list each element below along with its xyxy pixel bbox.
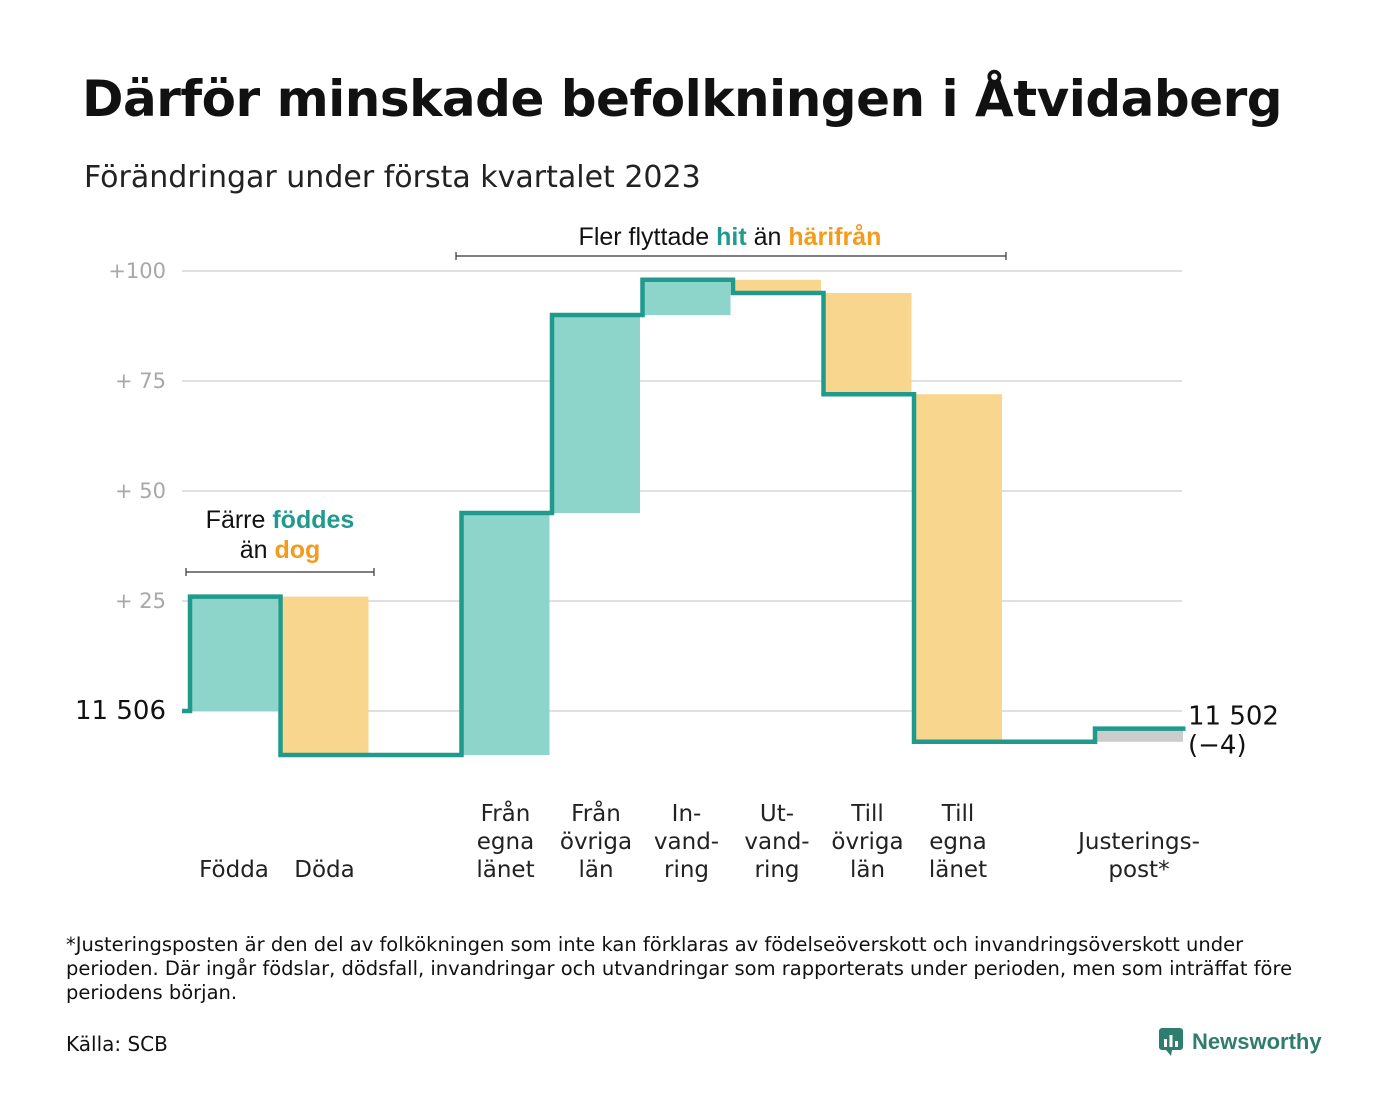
category-label: vand- — [744, 829, 809, 855]
category-label: län — [850, 857, 885, 883]
category-label: Från — [571, 799, 621, 827]
bar-decrease — [914, 394, 1002, 742]
bar-decrease — [823, 293, 912, 395]
category-label: egna — [477, 829, 534, 855]
y-tick-label: + 75 — [115, 369, 166, 393]
category-labels: Födda DödaFrånegnalänetFrånövrigalänIn-va… — [199, 799, 1200, 883]
step-line-path — [182, 277, 1186, 758]
category-label: länet — [476, 857, 534, 883]
step-line — [182, 277, 1186, 758]
annotation-births-deaths: Färre föddes än dog — [185, 506, 375, 576]
annotation-births-line1: Färre föddes — [206, 506, 355, 534]
brand-name: Newsworthy — [1192, 1029, 1322, 1054]
category-label: In- — [672, 801, 702, 827]
category-label: ring — [754, 857, 799, 883]
waterfall-chart: +100+ 75+ 50+ 25 Födda DödaFrånegnalänetF… — [75, 223, 1279, 883]
category-label: Döda — [294, 857, 354, 883]
category-label: övriga — [831, 829, 903, 855]
annotation-migration: Fler flyttade hit än härifrån — [455, 223, 1007, 260]
category-label: Ut- — [760, 801, 794, 827]
category-label: Till — [850, 801, 884, 827]
category-label: länet — [929, 857, 987, 883]
y-tick-label: + 50 — [115, 479, 166, 503]
category-label: ring — [664, 857, 709, 883]
end-value-label: 11 502 — [1188, 702, 1279, 732]
category-label: län — [578, 857, 613, 883]
end-labels: 11 506 11 502(−4) — [75, 696, 1279, 761]
bar-increase — [461, 513, 550, 755]
y-tick-label: + 25 — [115, 589, 166, 613]
newsworthy-logo-icon — [1159, 1028, 1183, 1056]
footnote: *Justeringsposten är den del av folkökni… — [66, 933, 1293, 1004]
category-label: Justerings- — [1076, 829, 1200, 855]
annotation-migration-text: Fler flyttade hit än härifrån — [579, 223, 882, 251]
bar-decrease — [733, 279, 821, 293]
bar-increase — [552, 315, 640, 513]
category-label: Födda — [199, 857, 269, 883]
category-label: övriga — [560, 829, 632, 855]
category-label: egna — [929, 829, 986, 855]
source-label: Källa: SCB — [66, 1032, 168, 1056]
bar-increase — [642, 279, 731, 315]
y-tick-label: +100 — [108, 259, 166, 283]
bar-decrease — [280, 596, 369, 755]
end-change-label: (−4) — [1188, 731, 1247, 761]
category-label: vand- — [654, 829, 719, 855]
annotation-births-line2: än dog — [240, 536, 321, 564]
start-value-label: 11 506 — [75, 696, 166, 726]
brand[interactable]: Newsworthy — [1158, 1027, 1322, 1057]
chart-title: Därför minskade befolkningen i Åtvidaber… — [82, 70, 1283, 128]
bar-adjustment — [1095, 728, 1183, 742]
category-label: Till — [941, 801, 975, 827]
y-axis-ticks: +100 + 75 + 50 + 25 — [108, 259, 166, 613]
chart-subtitle: Förändringar under första kvartalet 2023 — [84, 160, 701, 195]
bar-increase — [190, 596, 278, 711]
category-label: post* — [1108, 857, 1169, 883]
bars — [190, 279, 1183, 755]
category-label: Från — [481, 799, 531, 827]
